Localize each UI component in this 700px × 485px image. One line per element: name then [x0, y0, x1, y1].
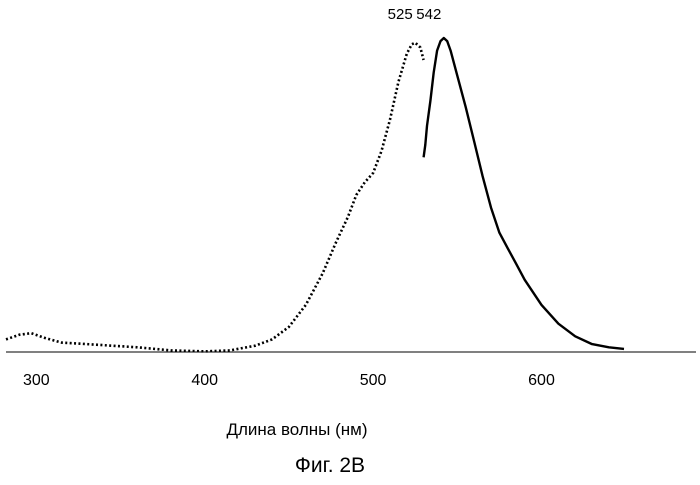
- peak-label: 542: [416, 6, 441, 23]
- peak-label: 525: [388, 6, 413, 23]
- x-axis-label: Длина волны (нм): [226, 420, 368, 439]
- x-tick-label: 600: [528, 372, 555, 389]
- x-tick-labels: 300 400 500 600: [23, 372, 555, 389]
- peak-labels: 525 542: [388, 6, 442, 23]
- x-tick-label: 400: [191, 372, 218, 389]
- series-layer: [5, 36, 625, 353]
- excitation-spectrum-line: [5, 41, 425, 353]
- emission-spectrum-line: [422, 36, 625, 351]
- figure-caption: Фиг. 2В: [294, 454, 366, 477]
- x-tick-label: 300: [23, 372, 50, 389]
- x-tick-label: 500: [360, 372, 387, 389]
